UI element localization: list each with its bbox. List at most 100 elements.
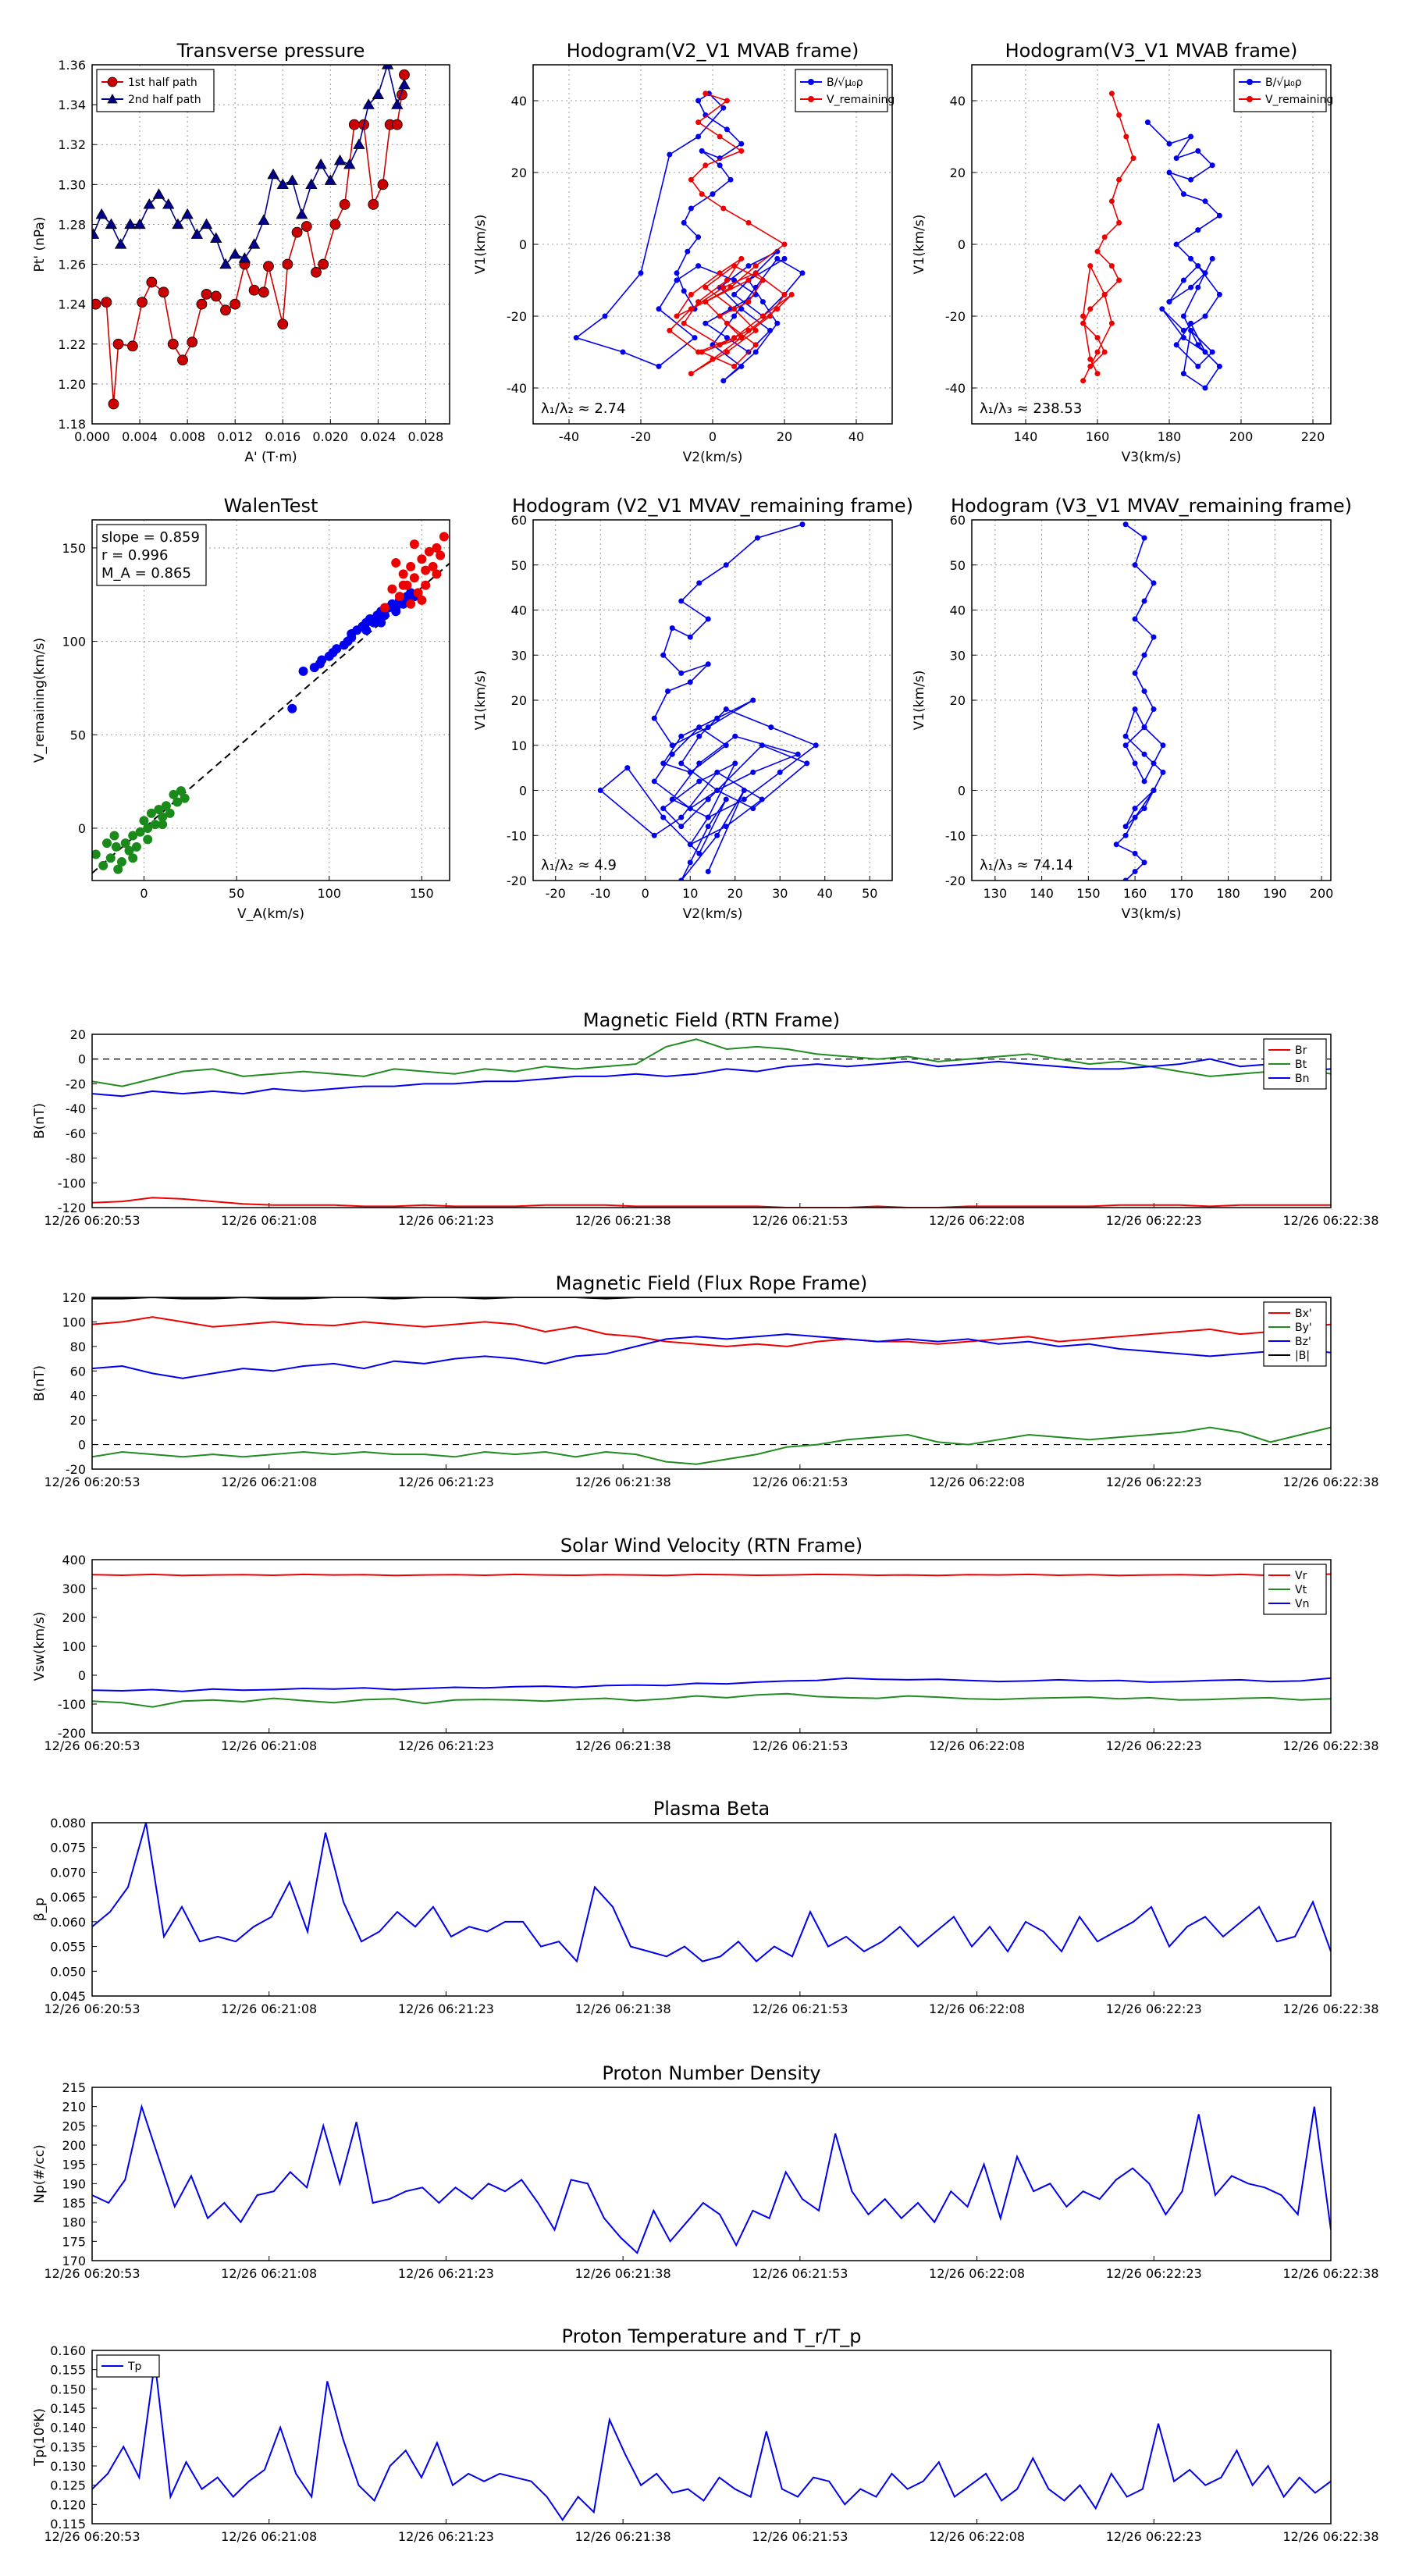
data-point: [759, 299, 766, 305]
data-point: [1188, 176, 1194, 183]
data-point: [1180, 327, 1186, 333]
y-tick-label: -120: [58, 1201, 86, 1215]
data-point: [1180, 313, 1186, 319]
data-point: [752, 349, 759, 355]
data-point: [774, 320, 781, 326]
y-tick-label: 180: [62, 2215, 86, 2230]
data-point: [750, 697, 756, 703]
legend-label: By': [1295, 1322, 1312, 1334]
data-point: [172, 218, 184, 229]
data-point: [1132, 760, 1138, 767]
data-point: [1094, 371, 1101, 377]
data-point: [781, 291, 788, 297]
y-tick-label: 175: [62, 2234, 86, 2249]
x-tick-label: 12/26 06:21:53: [752, 1213, 848, 1228]
data-point: [286, 174, 299, 185]
y-tick-label: 0.155: [50, 2363, 86, 2378]
data-point: [702, 91, 709, 97]
data-point: [1188, 320, 1194, 326]
x-tick-label: 12/26 06:21:23: [398, 2529, 494, 2544]
y-tick-label: 50: [511, 558, 527, 573]
data-point: [696, 580, 702, 586]
data-point: [177, 354, 188, 366]
data-point: [167, 338, 179, 350]
data-point: [724, 320, 730, 326]
data-point: [1188, 284, 1194, 290]
x-tick-label: 50: [862, 886, 877, 901]
legend-label: Vn: [1295, 1598, 1309, 1610]
data-point: [399, 69, 410, 80]
data-point: [738, 255, 745, 262]
data-point: [196, 298, 208, 310]
data-point: [112, 338, 124, 350]
plot-area: [573, 91, 806, 384]
data-point: [705, 814, 711, 820]
hodogram-v2-v1-mvav-chart: Hodogram (V2_V1 MVAV_remaining frame) -20…: [473, 495, 913, 922]
data-point: [1216, 363, 1222, 369]
data-point: [695, 234, 702, 240]
data-point: [799, 521, 806, 528]
data-point: [669, 751, 675, 757]
magnetic-field-flux-rope-chart: Magnetic Field (Flux Rope Frame) 12/26 06…: [32, 1272, 1379, 1489]
x-tick-label: 200: [1229, 429, 1254, 444]
data-point: [417, 554, 427, 564]
data-point: [656, 363, 662, 369]
data-point: [1123, 133, 1129, 140]
x-tick-label: 40: [817, 886, 833, 901]
data-point: [759, 796, 765, 802]
data-point: [667, 151, 673, 158]
y-tick-label: 40: [950, 603, 966, 618]
chart-title: Hodogram(V3_V1 MVAB frame): [1005, 40, 1298, 62]
data-point: [687, 841, 693, 848]
data-point: [714, 769, 720, 775]
data-point: [651, 832, 657, 838]
data-point: [176, 786, 186, 796]
data-point: [660, 760, 667, 767]
data-point: [714, 788, 720, 793]
data-point: [343, 158, 356, 169]
data-point: [158, 286, 169, 298]
y-tick-label: 0.145: [50, 2401, 86, 2416]
data-point: [1094, 335, 1101, 341]
x-tick-label: 12/26 06:21:53: [752, 2266, 848, 2281]
data-point: [685, 248, 691, 254]
data-point: [348, 119, 360, 130]
legend-label: Bz': [1295, 1336, 1311, 1348]
x-tick-label: 12/26 06:21:38: [575, 1475, 671, 1489]
y-axis-label: V1(km/s): [473, 215, 489, 275]
data-point: [651, 715, 657, 721]
x-tick-label: 12/26 06:21:23: [398, 1475, 494, 1489]
y-tick-label: 20: [511, 165, 527, 180]
y-tick-label: 195: [62, 2158, 86, 2172]
y-tick-label: 0.125: [50, 2478, 86, 2493]
data-point: [695, 263, 702, 269]
x-tick-label: 12/26 06:21:08: [221, 2001, 317, 2016]
y-tick-label: -100: [58, 1697, 86, 1712]
x-tick-label: 12/26 06:22:23: [1106, 1475, 1202, 1489]
legend-box: [795, 69, 888, 112]
data-point: [1108, 320, 1115, 326]
data-point: [181, 208, 194, 219]
data-point: [717, 270, 723, 276]
data-point: [727, 176, 734, 183]
data-point: [1141, 598, 1147, 604]
y-tick-label: 1.26: [58, 258, 86, 272]
data-point: [705, 724, 711, 731]
y-tick-label: -20: [507, 873, 527, 888]
hodogram-v3-v1-mvav-chart: Hodogram (V3_V1 MVAV_remaining frame) 130…: [912, 495, 1352, 922]
data-point: [681, 219, 687, 226]
data-point: [724, 335, 730, 341]
data-point: [318, 258, 329, 270]
hodogram-v2-v1-mvab-chart: Hodogram(V2_V1 MVAB frame) -40 -20 0 20 40 -40…: [473, 40, 895, 465]
data-point: [724, 126, 730, 133]
plot-area: [92, 2361, 1331, 2521]
data-point: [1130, 155, 1136, 162]
x-tick-label: 160: [1086, 429, 1110, 444]
data-point: [695, 133, 702, 140]
legend-marker: [107, 94, 118, 104]
data-point: [1122, 742, 1129, 749]
y-tick-label: 1.28: [58, 217, 86, 232]
data-point: [143, 834, 153, 845]
data-point: [92, 849, 101, 859]
series-line-Bt: [92, 1038, 1331, 1087]
